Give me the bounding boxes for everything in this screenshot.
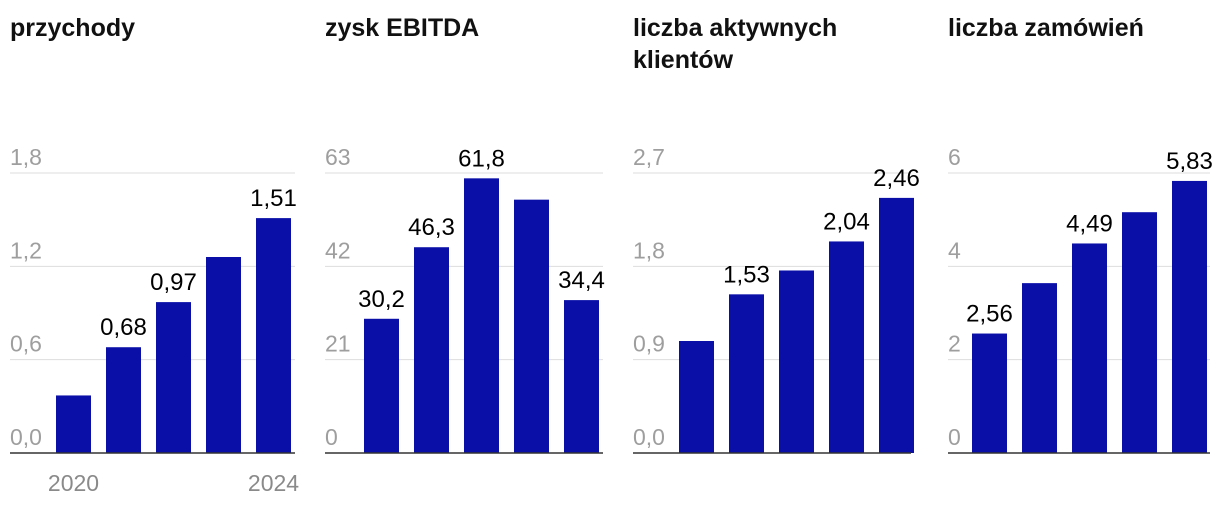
bar-przychody-2021 (106, 347, 141, 453)
panel-title-przychody: przychody (10, 14, 136, 42)
bar-ebitda-2020 (364, 318, 399, 453)
bar-przychody-2024 (256, 218, 291, 453)
y-tick-przychody-0: 0,0 (10, 424, 42, 450)
panel-title-ebitda: zysk EBITDA (325, 14, 480, 42)
y-tick-ebitda-2: 42 (325, 237, 351, 263)
y-tick-ebitda-1: 21 (325, 331, 351, 357)
data-label-przychody-2021: 0,68 (100, 314, 147, 341)
y-tick-zamowienia-0: 0 (948, 424, 961, 450)
y-tick-klienci-2: 1,8 (633, 237, 665, 263)
bar-klienci-2022 (779, 270, 814, 453)
panel-title-zamowienia: liczba zamówień (948, 14, 1144, 42)
data-label-klienci-2023: 2,04 (823, 208, 870, 235)
data-label-ebitda-2021: 46,3 (408, 214, 455, 241)
y-tick-klienci-1: 0,9 (633, 331, 665, 357)
bar-przychody-2020 (56, 395, 91, 453)
bar-ebitda-2024 (564, 300, 599, 453)
bar-ebitda-2022 (464, 178, 499, 454)
y-tick-klienci-3: 2,7 (633, 144, 665, 170)
data-label-zamowienia-2020: 2,56 (966, 301, 1013, 328)
bar-zamowienia-2020 (972, 333, 1007, 453)
data-label-przychody-2024: 1,51 (250, 185, 297, 212)
y-tick-ebitda-0: 0 (325, 424, 338, 450)
y-tick-zamowienia-1: 2 (948, 331, 961, 357)
bar-przychody-2022 (156, 302, 191, 453)
y-tick-zamowienia-2: 4 (948, 237, 961, 263)
bar-klienci-2020 (679, 341, 714, 453)
y-tick-ebitda-3: 63 (325, 144, 351, 170)
data-label-zamowienia-2024: 5,83 (1166, 148, 1213, 175)
data-label-klienci-2024: 2,46 (873, 165, 920, 192)
bar-klienci-2024 (879, 197, 914, 453)
x-tick-przychody-2024: 2024 (248, 470, 299, 496)
y-tick-przychody-1: 0,6 (10, 331, 42, 357)
data-label-ebitda-2020: 30,2 (358, 286, 405, 313)
bar-przychody-2023 (206, 257, 241, 453)
data-label-zamowienia-2022: 4,49 (1066, 210, 1113, 237)
bar-zamowienia-2021 (1022, 283, 1057, 453)
bar-zamowienia-2022 (1072, 243, 1107, 453)
data-label-ebitda-2022: 61,8 (458, 145, 505, 172)
bar-klienci-2023 (829, 241, 864, 453)
bar-klienci-2021 (729, 294, 764, 453)
panel-title-klienci: liczba aktywnych klientów (633, 14, 838, 74)
x-tick-przychody-2020: 2020 (48, 470, 99, 496)
y-tick-przychody-2: 1,2 (10, 237, 42, 263)
bar-zamowienia-2023 (1122, 212, 1157, 453)
data-label-ebitda-2024: 34,4 (558, 267, 605, 294)
bar-ebitda-2023 (514, 199, 549, 453)
y-tick-klienci-0: 0,0 (633, 424, 665, 450)
data-label-klienci-2021: 1,53 (723, 261, 770, 288)
y-tick-zamowienia-3: 6 (948, 144, 961, 170)
y-tick-przychody-3: 1,8 (10, 144, 42, 170)
bar-ebitda-2021 (414, 247, 449, 453)
data-label-przychody-2022: 0,97 (150, 269, 197, 296)
bar-zamowienia-2024 (1172, 180, 1207, 453)
